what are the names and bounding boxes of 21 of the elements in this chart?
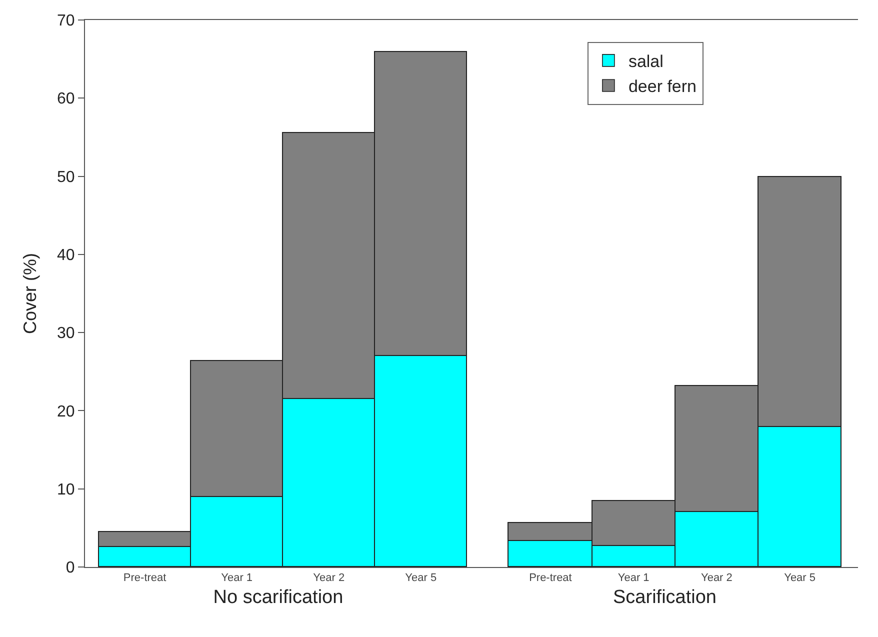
- y-tick-label: 50: [57, 168, 75, 186]
- x-axis-title: No scarification: [213, 587, 344, 608]
- legend-label: salal: [628, 52, 664, 72]
- x-tick-label: Pre-treat: [123, 572, 166, 584]
- x-tick-label: Year 2: [313, 572, 345, 584]
- legend-label: deer fern: [628, 77, 696, 96]
- x-tick-label: Year 1: [618, 572, 650, 584]
- y-tick-label: 40: [57, 247, 75, 264]
- x-tick-label: Year 1: [221, 572, 253, 584]
- x-axis-title: Scarification: [613, 587, 716, 608]
- y-axis-title: Cover (%): [20, 252, 40, 334]
- x-tick-label: Year 5: [405, 572, 437, 584]
- y-tick-label: 30: [57, 325, 75, 342]
- y-tick-label: 10: [57, 481, 75, 498]
- x-tick-label: Pre-treat: [529, 572, 572, 584]
- x-tick-label: Year 2: [700, 572, 732, 584]
- y-tick-label: 20: [57, 403, 75, 420]
- x-tick-label: Year 5: [784, 572, 816, 584]
- y-tick-label: 60: [57, 90, 75, 108]
- y-tick-label: 0: [66, 560, 75, 577]
- y-tick-label: 70: [57, 12, 75, 30]
